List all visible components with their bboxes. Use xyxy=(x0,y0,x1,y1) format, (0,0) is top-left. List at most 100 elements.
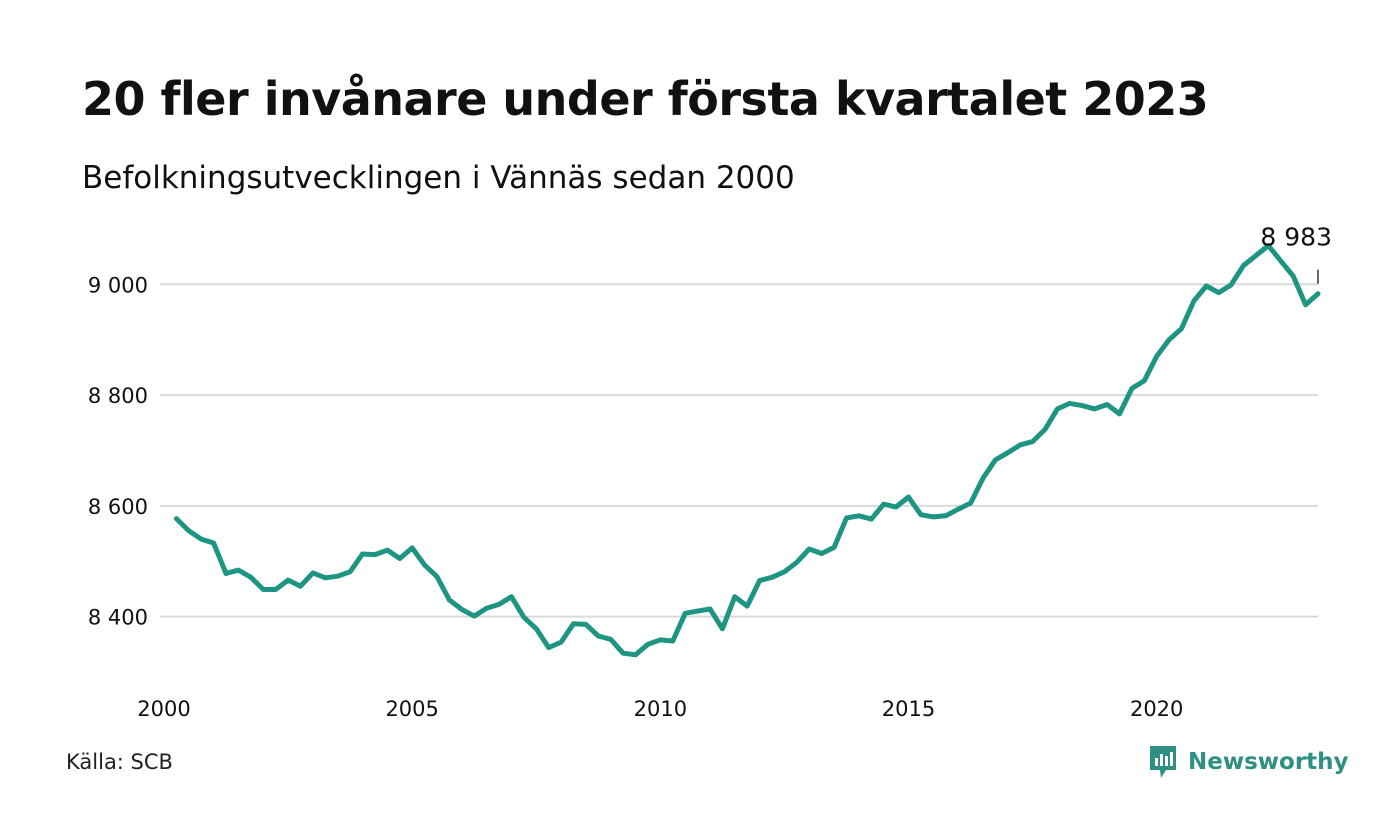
data-point xyxy=(236,568,241,573)
data-point xyxy=(1167,337,1172,342)
data-point xyxy=(621,651,626,656)
data-point xyxy=(372,552,377,557)
data-point xyxy=(1117,411,1122,416)
data-point xyxy=(658,637,663,642)
data-point xyxy=(261,587,266,592)
y-axis-tick-labels: 8 400 8 600 8 800 9 000 xyxy=(88,273,148,629)
data-point xyxy=(645,642,650,647)
data-point xyxy=(707,606,712,611)
x-axis-tick-labels: 2000 2005 2010 2015 2020 xyxy=(137,697,1183,721)
data-point xyxy=(980,476,985,481)
annotation-label: 8 983 xyxy=(1260,223,1332,252)
x-tick-label: 2015 xyxy=(882,697,935,721)
data-point xyxy=(199,537,204,542)
data-point xyxy=(360,552,365,557)
brand-name: Newsworthy xyxy=(1188,749,1349,775)
data-point xyxy=(1105,402,1110,407)
data-point xyxy=(943,513,948,518)
data-point xyxy=(583,622,588,627)
data-point xyxy=(335,574,340,579)
grid-lines xyxy=(160,283,1318,618)
data-point xyxy=(422,563,427,568)
y-tick-label: 8 600 xyxy=(88,495,148,519)
data-point xyxy=(1154,354,1159,359)
data-point xyxy=(695,609,700,614)
data-point xyxy=(310,570,315,575)
data-point xyxy=(844,516,849,521)
data-point xyxy=(720,626,725,631)
data-point xyxy=(869,517,874,522)
data-point xyxy=(484,606,489,611)
data-point xyxy=(918,512,923,517)
data-point xyxy=(447,598,452,603)
data-point xyxy=(224,571,229,576)
data-point xyxy=(782,569,787,574)
data-point xyxy=(596,634,601,639)
data-point xyxy=(633,652,638,657)
data-point xyxy=(881,502,886,507)
data-point xyxy=(856,513,861,518)
data-point xyxy=(1216,290,1221,295)
data-point xyxy=(732,594,737,599)
data-point xyxy=(832,545,837,550)
data-point xyxy=(1030,439,1035,444)
data-point xyxy=(1080,403,1085,408)
x-tick-label: 2020 xyxy=(1130,697,1183,721)
data-point xyxy=(559,640,564,645)
data-point xyxy=(1092,406,1097,411)
data-point xyxy=(1241,263,1246,268)
series-line xyxy=(173,243,1321,658)
data-point xyxy=(931,514,936,519)
data-point xyxy=(298,584,303,589)
y-tick-label: 8 800 xyxy=(88,384,148,408)
x-tick-label: 2010 xyxy=(634,697,687,721)
data-point xyxy=(794,560,799,565)
data-point xyxy=(1278,259,1283,264)
data-point xyxy=(534,626,539,631)
data-point xyxy=(472,614,477,619)
data-point xyxy=(956,507,961,512)
newsworthy-logo-icon xyxy=(1150,746,1176,778)
data-point xyxy=(1191,298,1196,303)
data-point xyxy=(1316,291,1321,296)
data-point xyxy=(807,547,812,552)
newsworthy-logo: Newsworthy xyxy=(1148,744,1349,780)
data-point xyxy=(670,638,675,643)
chart-subtitle: Befolkningsutvecklingen i Vännäs sedan 2… xyxy=(82,160,795,196)
data-point xyxy=(757,578,762,583)
data-point xyxy=(186,528,191,533)
data-point xyxy=(174,516,179,521)
data-point xyxy=(348,569,353,574)
data-point xyxy=(1253,253,1258,258)
data-point xyxy=(1142,378,1147,383)
data-point xyxy=(770,575,775,580)
data-point xyxy=(608,637,613,642)
data-point xyxy=(509,594,514,599)
data-point xyxy=(819,551,824,556)
data-point xyxy=(410,545,415,550)
data-point xyxy=(894,504,899,509)
y-tick-label: 8 400 xyxy=(88,606,148,630)
data-point xyxy=(1005,450,1010,455)
x-tick-label: 2005 xyxy=(385,697,438,721)
data-point xyxy=(1043,427,1048,432)
data-point xyxy=(683,611,688,616)
data-point xyxy=(497,602,502,607)
y-tick-label: 9 000 xyxy=(88,273,148,297)
data-point xyxy=(1303,302,1308,307)
x-tick-label: 2000 xyxy=(137,697,190,721)
data-point xyxy=(1291,274,1296,279)
data-point xyxy=(1055,406,1060,411)
data-point xyxy=(248,575,253,580)
data-point xyxy=(745,604,750,609)
data-point xyxy=(1179,326,1184,331)
data-point xyxy=(459,607,464,612)
data-point xyxy=(993,457,998,462)
data-point xyxy=(571,621,576,626)
chart-title: 20 fler invånare under första kvartalet … xyxy=(82,72,1209,126)
source-note: Källa: SCB xyxy=(66,750,173,774)
data-point xyxy=(1204,283,1209,288)
data-point xyxy=(273,587,278,592)
data-point xyxy=(1129,386,1134,391)
